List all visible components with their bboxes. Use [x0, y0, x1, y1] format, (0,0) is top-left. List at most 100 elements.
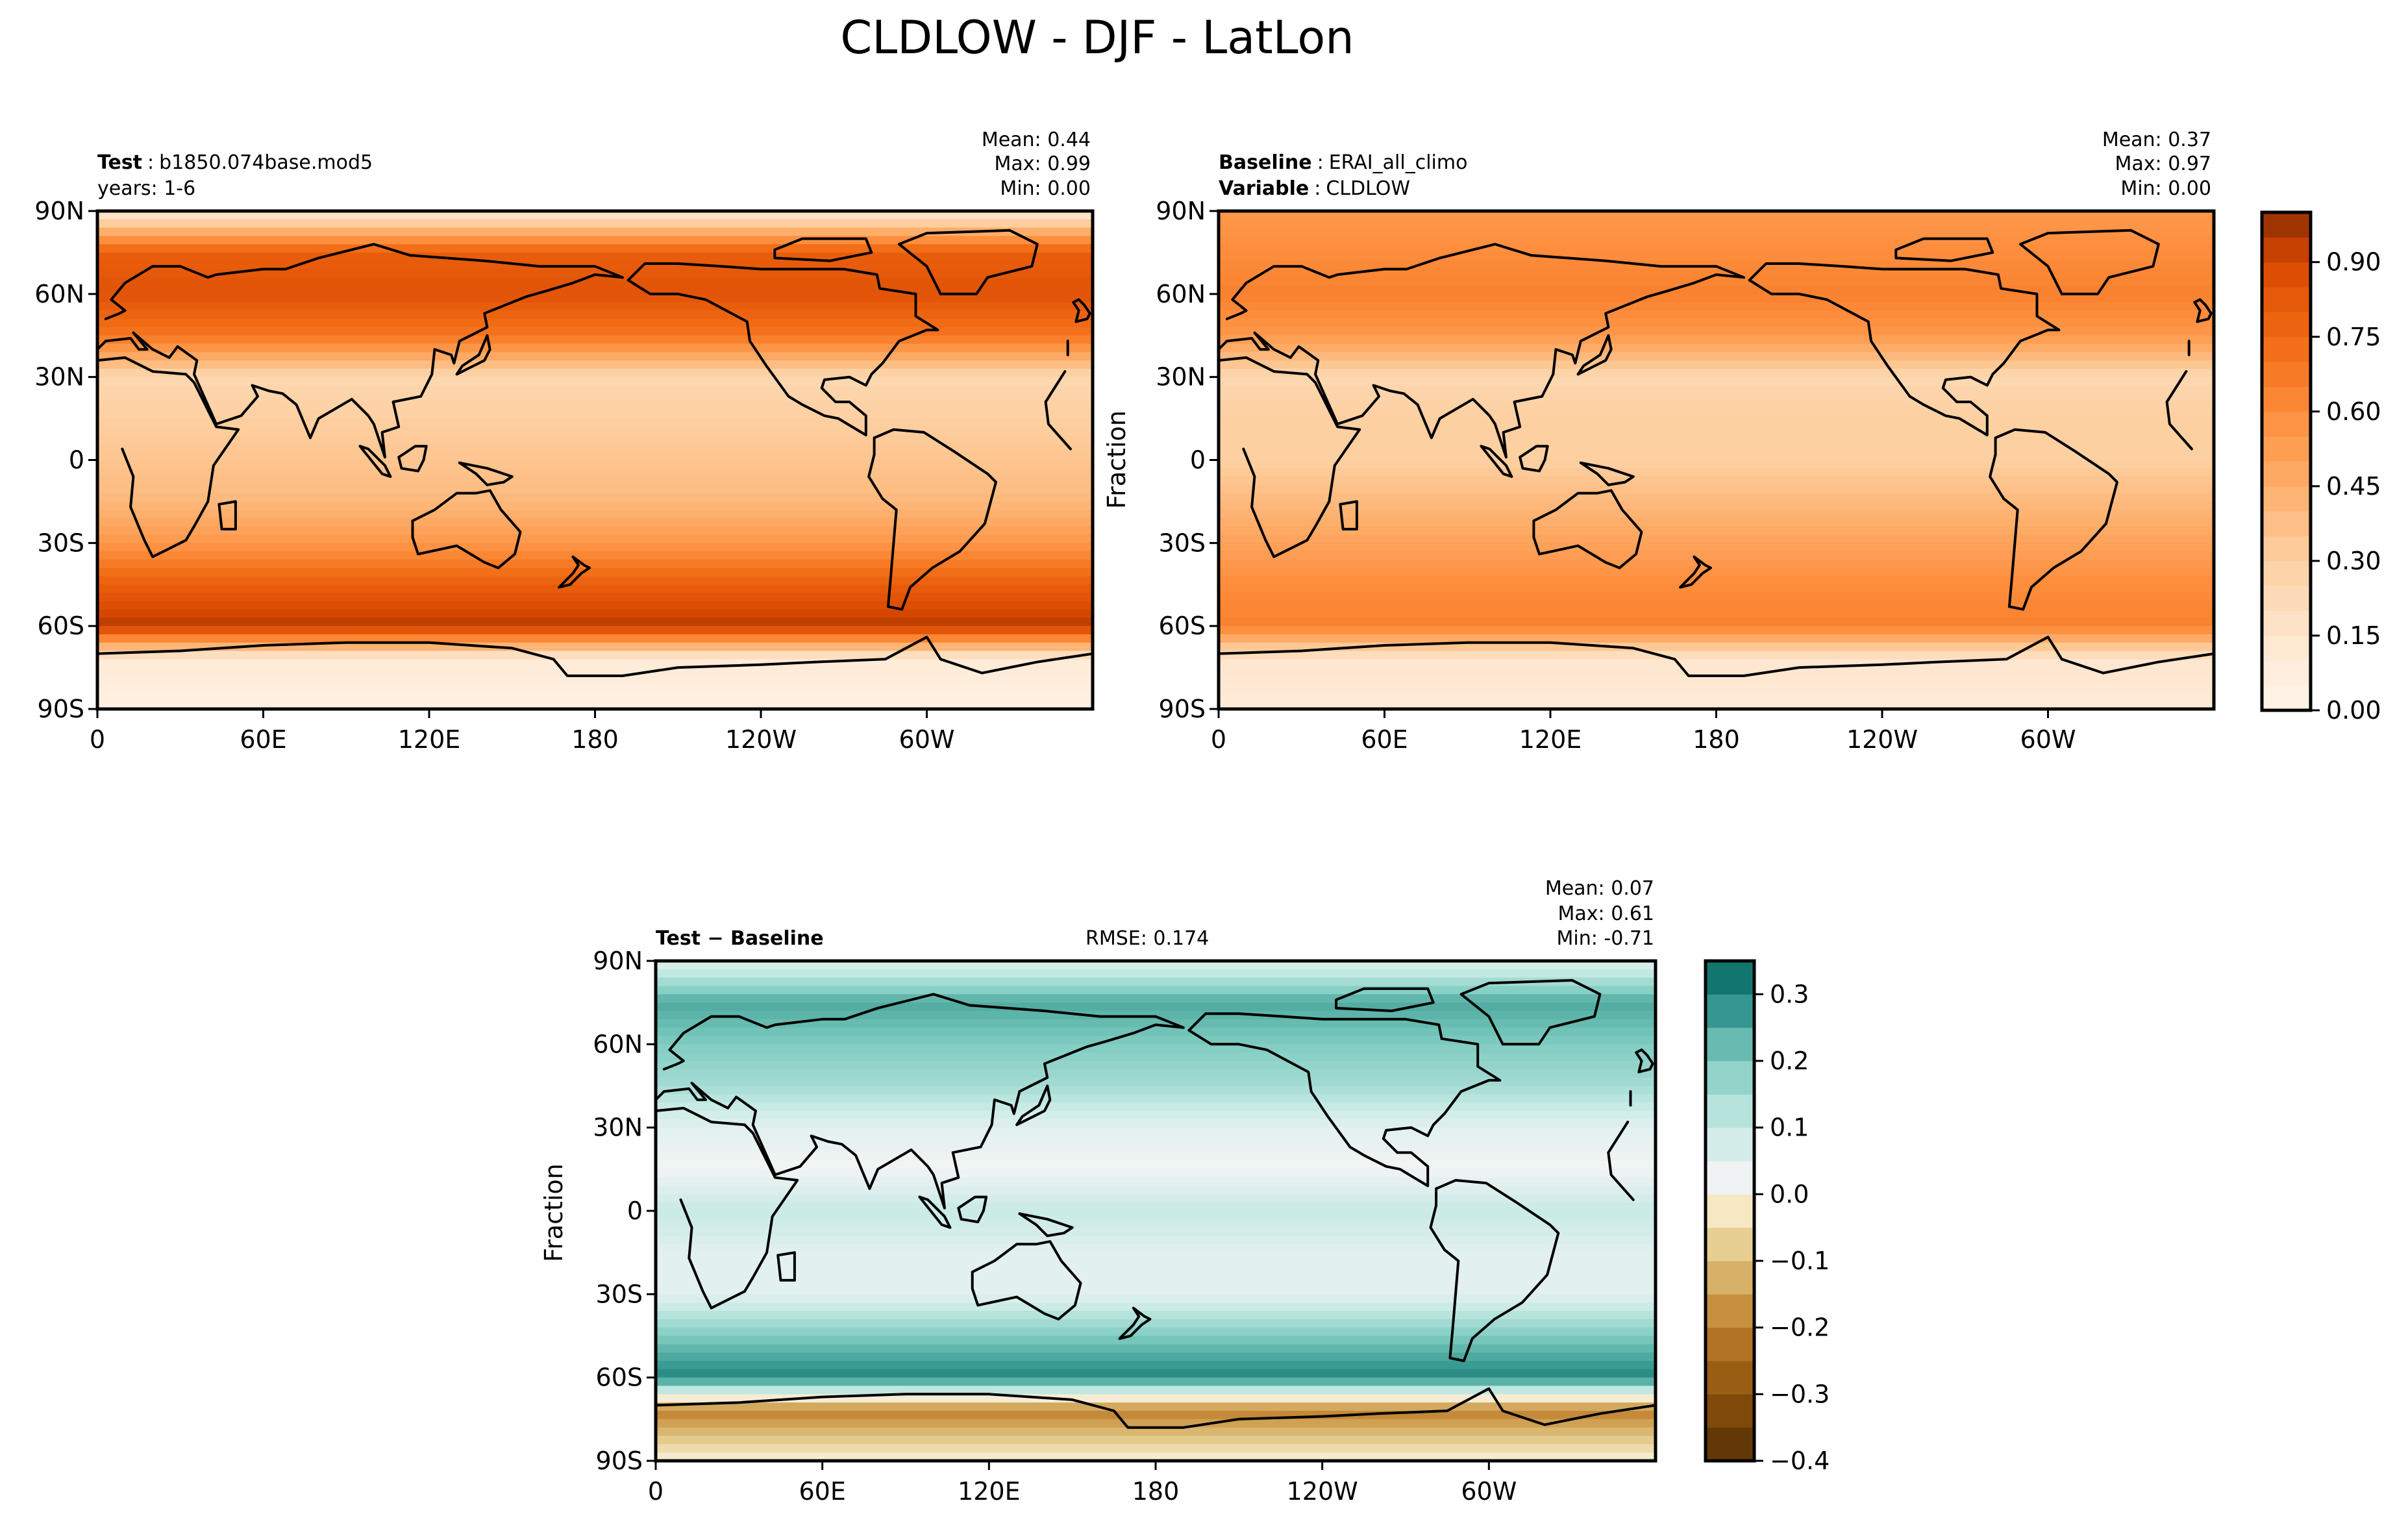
field-band: [97, 468, 1093, 478]
field-band: [1219, 667, 2214, 677]
field-band: [1219, 609, 2214, 619]
field-band: [1219, 435, 2214, 444]
coastline-segment: [867, 428, 997, 611]
field-band: [97, 559, 1093, 569]
field-band: [97, 293, 1093, 303]
colorbar-tick-label: 0.75: [2326, 323, 2381, 351]
field-band: [656, 986, 1656, 995]
baseline-field: [1219, 211, 2214, 709]
field-band: [1219, 277, 2214, 287]
field-band: [656, 1436, 1656, 1445]
colorbar-level: [1706, 961, 1754, 995]
field-band: [97, 427, 1093, 436]
y-tick-label: 60N: [34, 280, 84, 308]
field-band: [1219, 477, 2214, 486]
colorbar-level: [1706, 1161, 1754, 1195]
coastline-segment: [897, 229, 1039, 295]
field-band: [656, 1402, 1656, 1411]
field-band: [97, 236, 1093, 245]
coastline-segment: [1480, 445, 1513, 479]
field-band: [656, 1194, 1656, 1204]
test-mean: Mean: 0.44: [982, 129, 1091, 151]
field-band: [656, 1086, 1656, 1095]
field-band: [1219, 701, 2214, 709]
field-band: [656, 1077, 1656, 1087]
field-band: [1219, 236, 2214, 245]
field-band: [1219, 692, 2214, 702]
coastline-segment: [1748, 262, 2061, 437]
field-band: [1219, 310, 2214, 320]
colorbar-level: [2262, 411, 2311, 437]
y-tick-label: 90N: [593, 947, 643, 975]
colorbar-tick-label: 0.3: [1770, 980, 1809, 1008]
field-band: [1219, 584, 2214, 594]
coastline-baseline: [1219, 229, 2214, 709]
coastline-segment: [1072, 298, 1091, 323]
field-band: [97, 626, 1093, 635]
coastline-difference: [656, 978, 1656, 1461]
x-tick-label: 60W: [1461, 1477, 1517, 1506]
x-tick-label: 120E: [398, 725, 461, 754]
field-band: [1219, 377, 2214, 386]
field-band: [97, 601, 1093, 610]
coastline-segment: [656, 1387, 1656, 1461]
coastline-segment: [1519, 445, 1549, 473]
colorbar-tick-label: 0.60: [2326, 397, 2381, 426]
colorbar-level: [2262, 685, 2311, 711]
coastline-segment: [1459, 978, 1602, 1046]
coastline-segment: [1118, 1306, 1152, 1340]
field-band: [97, 352, 1093, 362]
colorbar-tick-label: 0.2: [1770, 1047, 1809, 1075]
field-band: [97, 277, 1093, 287]
field-band: [97, 584, 1093, 594]
field-band: [656, 1211, 1656, 1220]
colorbar-oranges: 0.00 0.15 0.30 0.45 0.60 0.75 0.90: [2260, 210, 2381, 725]
colorbar-tick-label: −0.1: [1770, 1247, 1830, 1275]
field-band: [97, 517, 1093, 527]
field-band: [1219, 211, 2214, 220]
y-tick-label: 30N: [593, 1113, 643, 1142]
x-tick-label: 120W: [725, 725, 797, 754]
field-band: [97, 335, 1093, 345]
test-max: Max: 0.99: [995, 153, 1091, 175]
colorbar-tick-label: 0.45: [2326, 472, 2381, 501]
field-band: [1219, 352, 2214, 362]
colorbar-level: [2262, 660, 2311, 686]
field-band: [656, 994, 1656, 1004]
field-band: [97, 567, 1093, 577]
field-band: [656, 1277, 1656, 1287]
colorbar-level: [2262, 212, 2311, 238]
field-band: [656, 1261, 1656, 1270]
y-tick-label: 90S: [1159, 695, 1206, 723]
field-band: [1219, 385, 2214, 395]
field-band: [97, 319, 1093, 328]
field-band: [97, 501, 1093, 511]
coastline-segment: [1635, 1048, 1654, 1074]
y-tick-label: 90S: [38, 695, 84, 723]
colorbar-tick-label: 0.15: [2326, 621, 2381, 650]
field-band: [656, 1169, 1656, 1178]
colorbar-oranges-levels: [2262, 212, 2311, 711]
field-band: [97, 244, 1093, 253]
x-tick-label: 0: [1211, 725, 1226, 754]
field-band: [97, 609, 1093, 619]
y-tick-label: 0: [69, 446, 84, 475]
field-band: [97, 368, 1093, 378]
field-band: [656, 1369, 1656, 1378]
colorbar-level: [2262, 237, 2311, 263]
colorbar-level: [1706, 1227, 1754, 1262]
field-band: [97, 576, 1093, 586]
colorbar-level: [2262, 336, 2311, 362]
coastline-segment: [1018, 1212, 1074, 1237]
x-tick-label: 120W: [1846, 725, 1918, 754]
field-band: [1219, 484, 2214, 494]
field-band: [1219, 576, 2214, 586]
colorbar-tick-label: 0.0: [1770, 1180, 1809, 1208]
coastline-segment: [656, 1106, 1635, 1310]
x-tick-label: 120W: [1287, 1477, 1358, 1506]
field-band: [1219, 368, 2214, 378]
colorbar-tick-label: −0.3: [1770, 1380, 1830, 1408]
colorbar-level: [1706, 1327, 1754, 1361]
coastline-test: [97, 229, 1093, 709]
